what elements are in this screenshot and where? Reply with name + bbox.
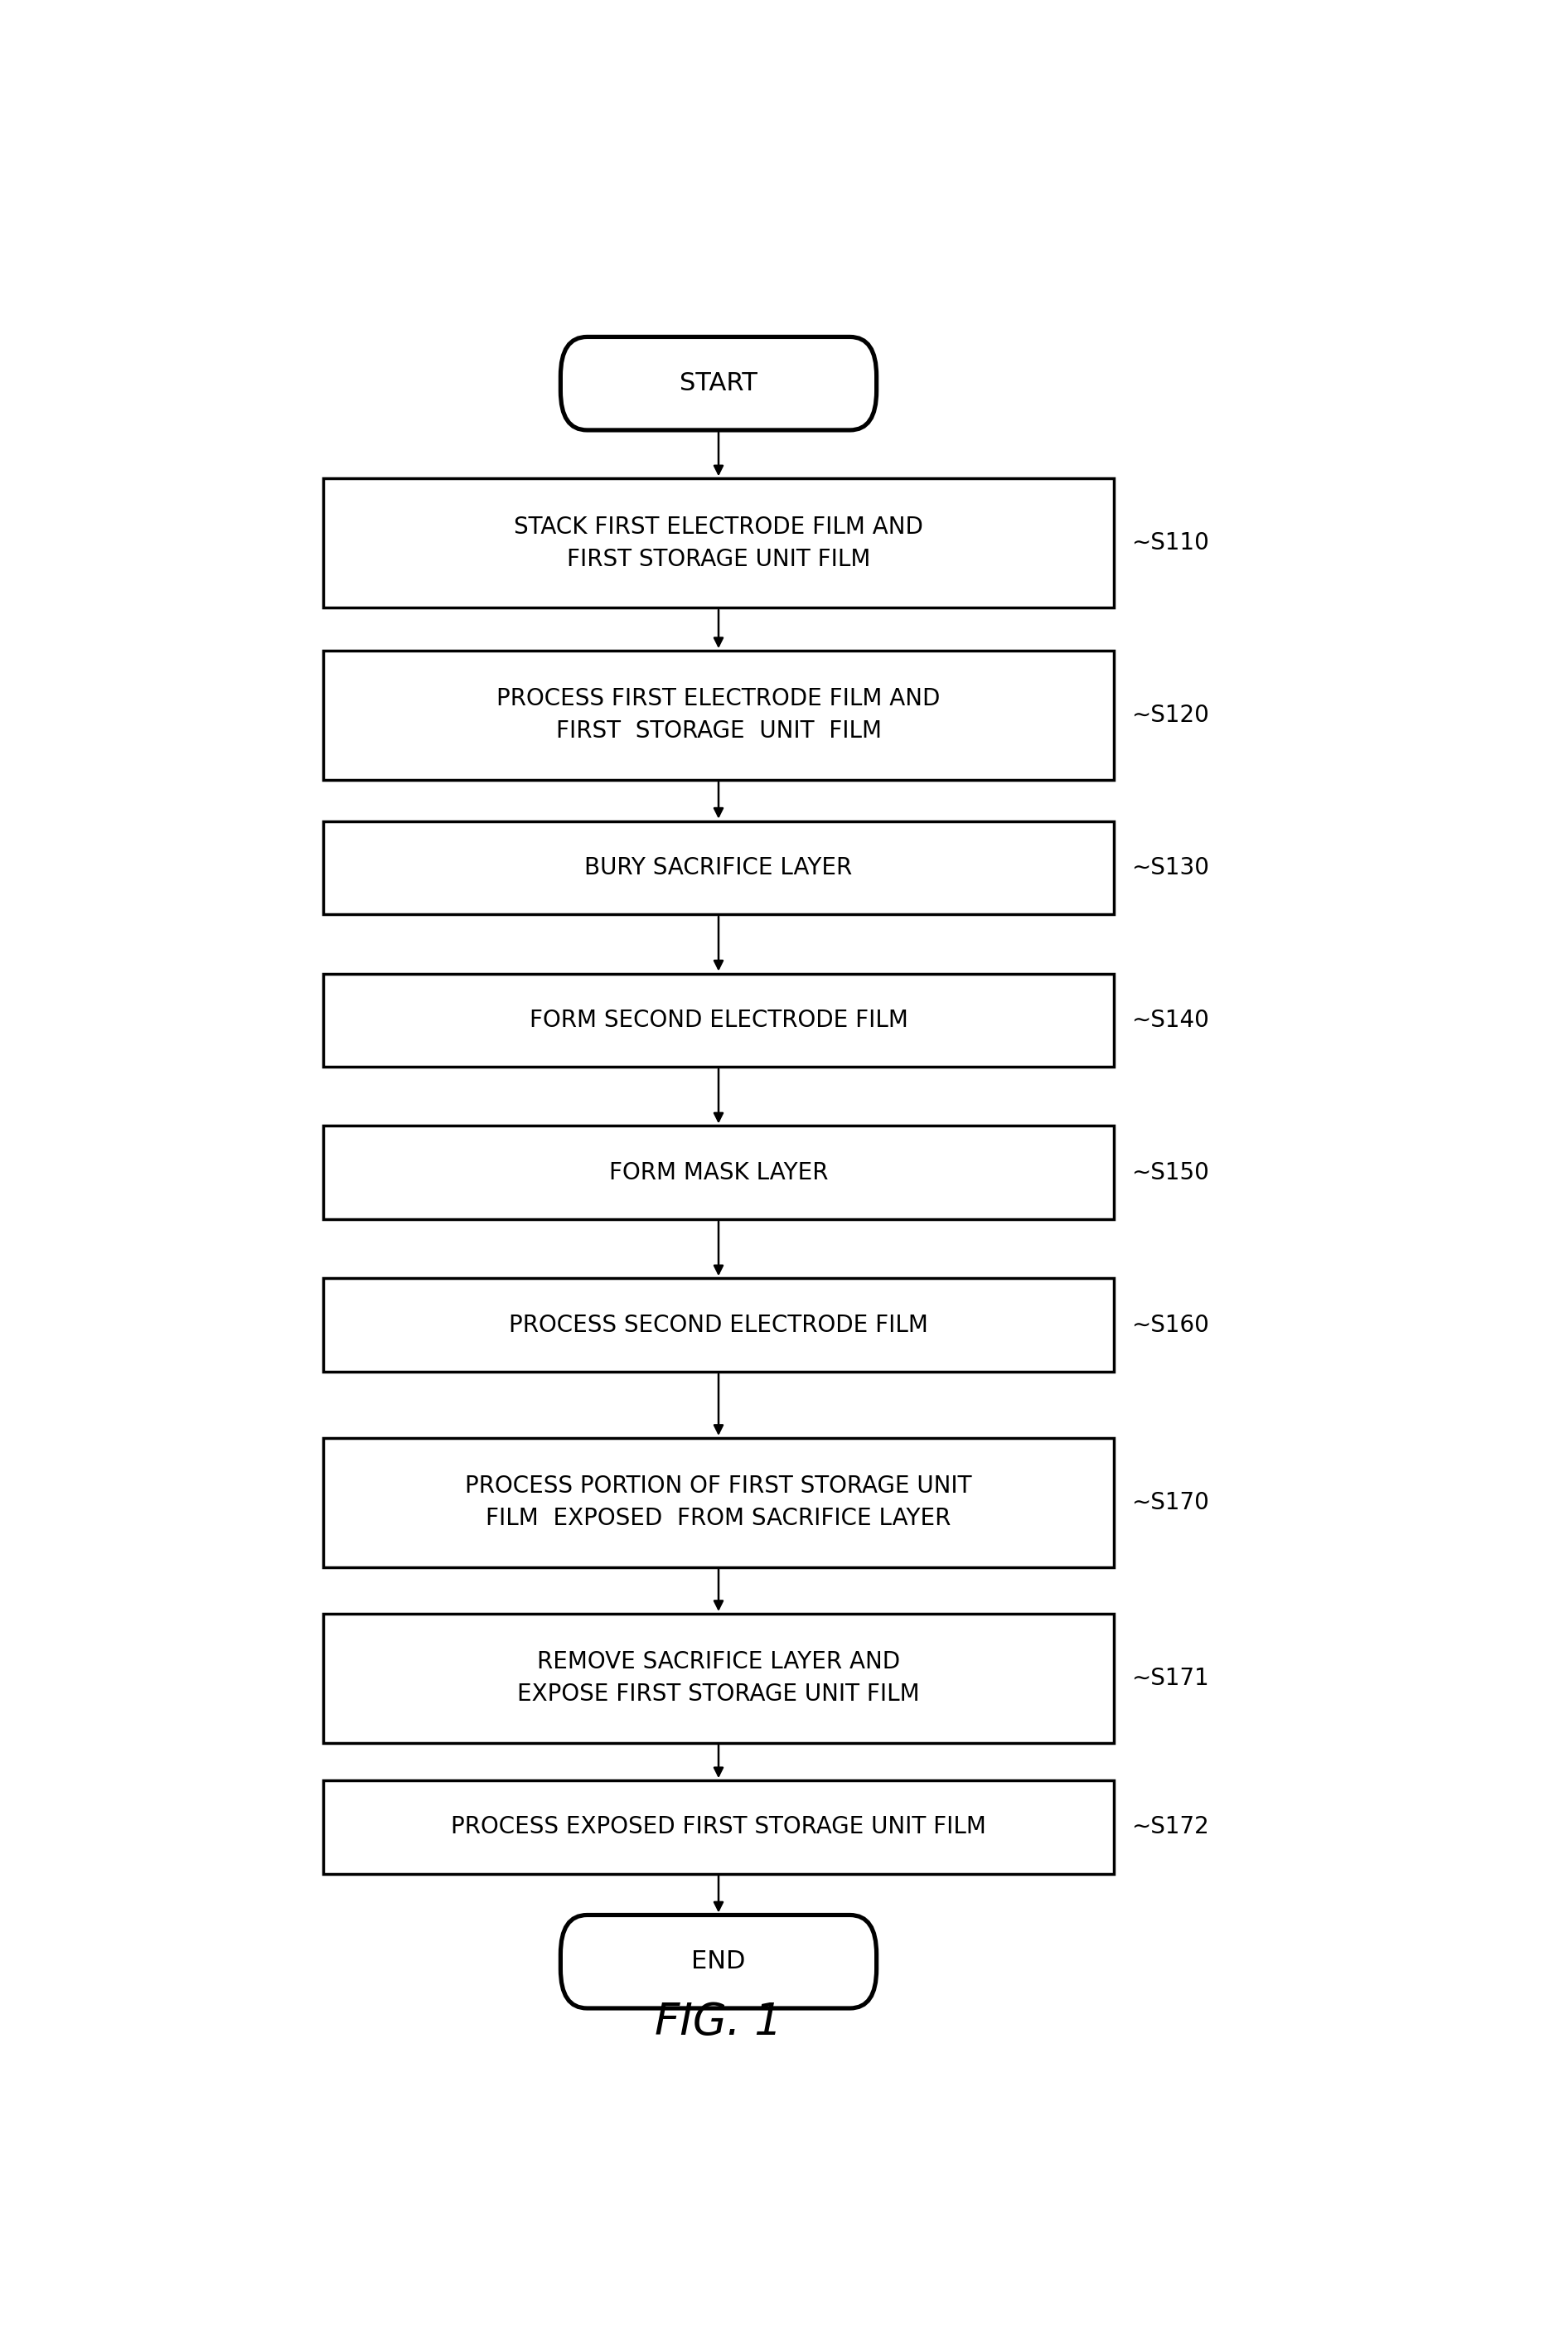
FancyBboxPatch shape [561, 338, 877, 431]
Bar [323, 650, 1113, 780]
Text: ∼S140: ∼S140 [1132, 1008, 1209, 1032]
Bar [323, 822, 1113, 915]
Bar [323, 1437, 1113, 1567]
Text: FORM SECOND ELECTRODE FILM: FORM SECOND ELECTRODE FILM [530, 1008, 908, 1032]
Text: PROCESS EXPOSED FIRST STORAGE UNIT FILM: PROCESS EXPOSED FIRST STORAGE UNIT FILM [452, 1817, 986, 1838]
Text: ∼S160: ∼S160 [1132, 1314, 1209, 1337]
Text: PROCESS PORTION OF FIRST STORAGE UNIT
FILM  EXPOSED  FROM SACRIFICE LAYER: PROCESS PORTION OF FIRST STORAGE UNIT FI… [466, 1474, 972, 1530]
Text: REMOVE SACRIFICE LAYER AND
EXPOSE FIRST STORAGE UNIT FILM: REMOVE SACRIFICE LAYER AND EXPOSE FIRST … [517, 1651, 920, 1707]
Bar [323, 1279, 1113, 1372]
Text: ∼S150: ∼S150 [1132, 1160, 1209, 1183]
FancyBboxPatch shape [561, 1914, 877, 2008]
Bar [323, 974, 1113, 1067]
Text: PROCESS SECOND ELECTRODE FILM: PROCESS SECOND ELECTRODE FILM [510, 1314, 928, 1337]
Bar [323, 1614, 1113, 1742]
Bar [323, 477, 1113, 608]
Text: ∼S170: ∼S170 [1132, 1491, 1209, 1514]
Text: PROCESS FIRST ELECTRODE FILM AND
FIRST  STORAGE  UNIT  FILM: PROCESS FIRST ELECTRODE FILM AND FIRST S… [497, 687, 941, 743]
Text: FORM MASK LAYER: FORM MASK LAYER [608, 1160, 828, 1183]
Text: ∼S120: ∼S120 [1132, 703, 1209, 727]
Text: ∼S172: ∼S172 [1132, 1817, 1209, 1838]
Text: BURY SACRIFICE LAYER: BURY SACRIFICE LAYER [585, 857, 853, 880]
Text: ∼S171: ∼S171 [1132, 1668, 1209, 1691]
Text: START: START [679, 370, 757, 396]
Bar [323, 1125, 1113, 1218]
Bar [323, 1779, 1113, 1875]
Text: END: END [691, 1949, 746, 1973]
Text: ∼S130: ∼S130 [1132, 857, 1209, 880]
Text: ∼S110: ∼S110 [1132, 531, 1209, 554]
Text: STACK FIRST ELECTRODE FILM AND
FIRST STORAGE UNIT FILM: STACK FIRST ELECTRODE FILM AND FIRST STO… [514, 515, 924, 571]
Text: FIG. 1: FIG. 1 [655, 2001, 782, 2045]
